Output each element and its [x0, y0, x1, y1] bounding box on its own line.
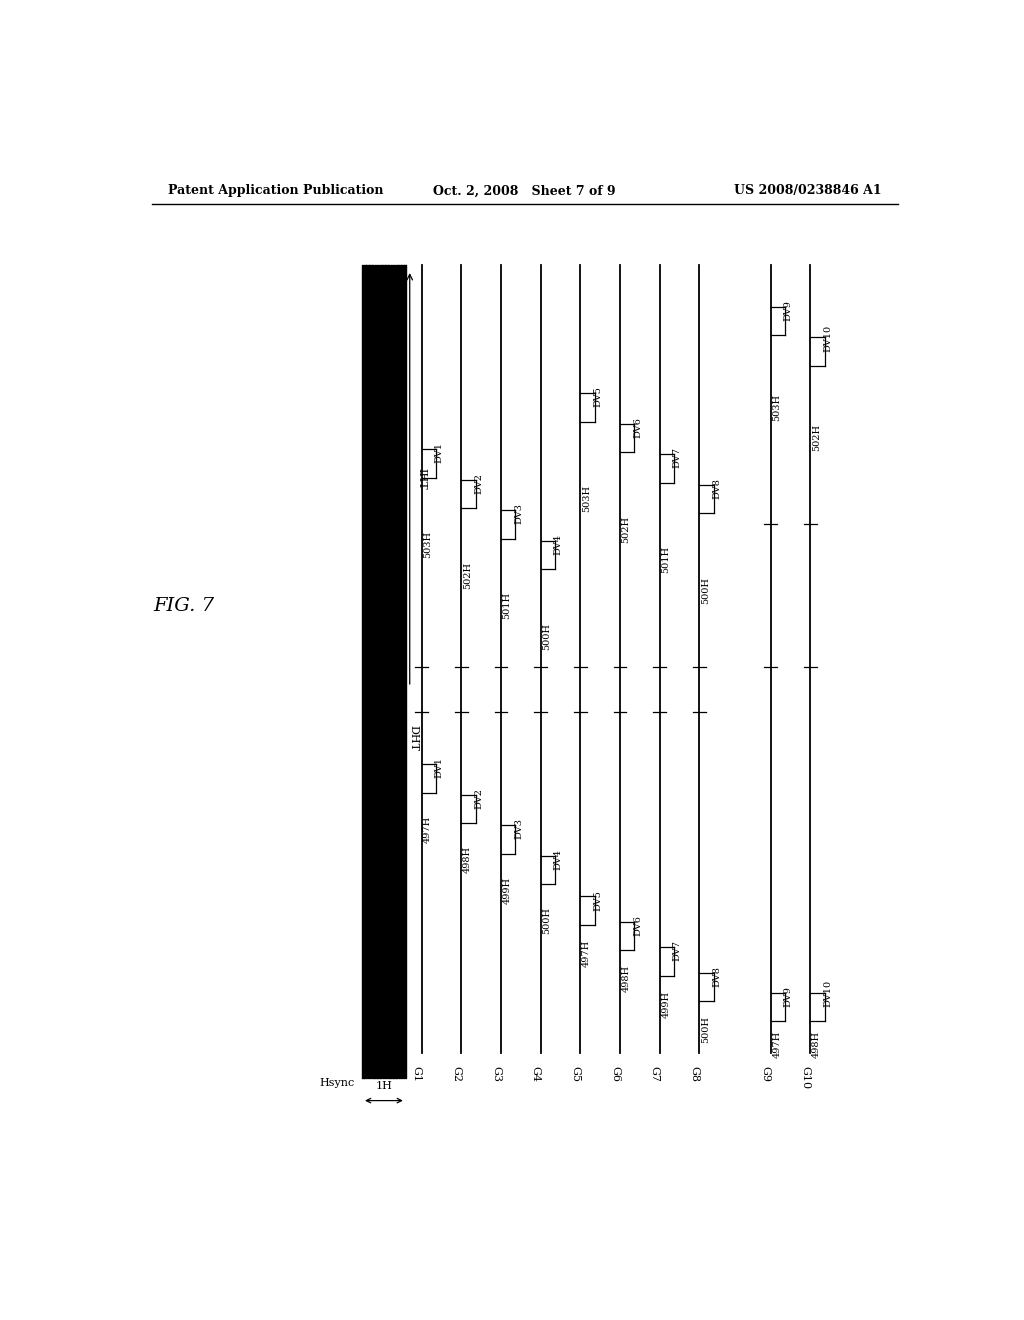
Text: DV5: DV5: [593, 387, 602, 408]
Text: 497H: 497H: [772, 1031, 781, 1059]
Text: DV3: DV3: [514, 818, 523, 840]
Text: DV2: DV2: [474, 473, 483, 494]
Text: 503H: 503H: [582, 486, 591, 512]
Text: 502H: 502H: [812, 424, 821, 451]
Text: DV10: DV10: [823, 979, 833, 1007]
Text: DV1: DV1: [434, 442, 443, 463]
Text: DV4: DV4: [554, 533, 562, 554]
Text: G7: G7: [649, 1067, 659, 1082]
Text: G9: G9: [761, 1067, 771, 1082]
Text: Hsync: Hsync: [318, 1078, 354, 1089]
Text: 500H: 500H: [701, 577, 710, 603]
Text: G4: G4: [530, 1067, 541, 1082]
Text: 502H: 502H: [622, 516, 631, 543]
Text: G1: G1: [412, 1067, 422, 1082]
Text: US 2008/0238846 A1: US 2008/0238846 A1: [734, 185, 882, 198]
Text: DV1: DV1: [434, 758, 443, 779]
Text: DV10: DV10: [823, 325, 833, 351]
Text: DV6: DV6: [633, 915, 642, 936]
Text: DV3: DV3: [514, 503, 523, 524]
Text: 1H: 1H: [376, 1081, 392, 1092]
Text: G3: G3: [490, 1067, 501, 1082]
Text: G2: G2: [452, 1067, 461, 1082]
Text: 499H: 499H: [662, 990, 671, 1018]
Text: IHT: IHT: [416, 467, 426, 490]
Text: Patent Application Publication: Patent Application Publication: [168, 185, 383, 198]
Text: DV4: DV4: [554, 849, 562, 870]
Text: 499H: 499H: [503, 876, 512, 904]
Text: G10: G10: [801, 1067, 811, 1089]
Text: DV7: DV7: [673, 447, 682, 469]
Text: DV6: DV6: [633, 417, 642, 438]
Text: G5: G5: [570, 1067, 581, 1082]
Text: G8: G8: [689, 1067, 699, 1082]
Text: 501H: 501H: [503, 593, 512, 619]
Text: 503H: 503H: [772, 393, 781, 421]
Text: Oct. 2, 2008   Sheet 7 of 9: Oct. 2, 2008 Sheet 7 of 9: [433, 185, 616, 198]
Text: 498H: 498H: [463, 846, 472, 874]
Text: 497H: 497H: [423, 816, 432, 843]
Text: 502H: 502H: [463, 561, 472, 589]
Text: FIG. 7: FIG. 7: [153, 597, 214, 615]
Text: 497H: 497H: [582, 940, 591, 966]
Text: DV8: DV8: [713, 478, 721, 499]
Text: G6: G6: [610, 1067, 620, 1082]
Text: 498H: 498H: [812, 1031, 821, 1059]
Text: 500H: 500H: [543, 907, 551, 935]
Text: 501H: 501H: [662, 546, 671, 573]
Text: DV8: DV8: [713, 966, 721, 987]
Text: 503H: 503H: [423, 531, 432, 558]
Text: DV2: DV2: [474, 788, 483, 809]
Text: DV9: DV9: [783, 986, 793, 1007]
Text: DV9: DV9: [783, 300, 793, 321]
Text: 498H: 498H: [622, 965, 631, 993]
Text: DV7: DV7: [673, 940, 682, 961]
Text: DHT: DHT: [409, 725, 418, 751]
Text: DV5: DV5: [593, 890, 602, 911]
Text: 500H: 500H: [701, 1016, 710, 1043]
Text: 500H: 500H: [543, 623, 551, 649]
